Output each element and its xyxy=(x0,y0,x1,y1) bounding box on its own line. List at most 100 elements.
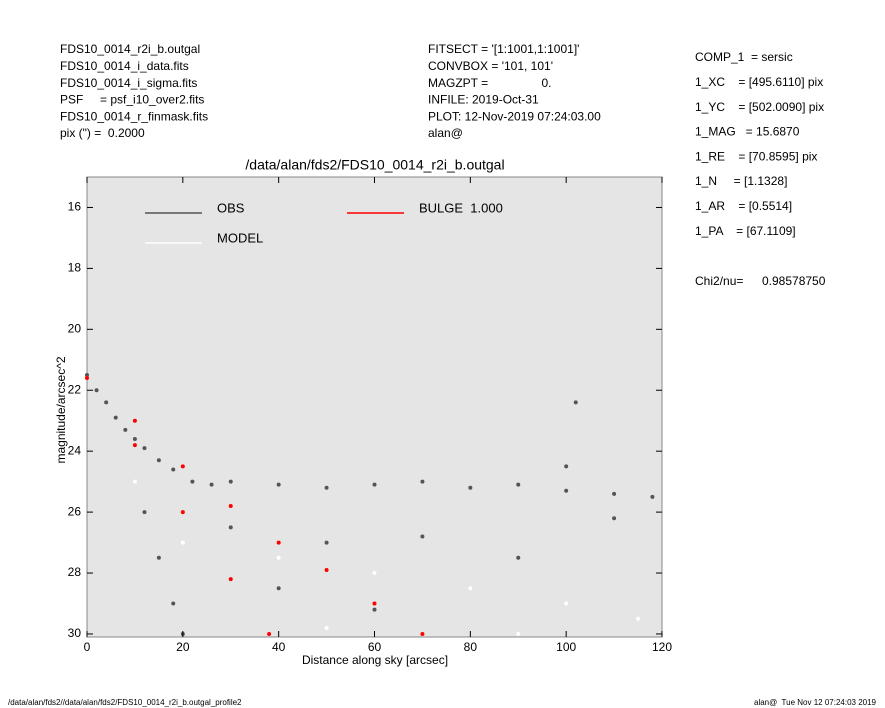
data-point xyxy=(142,510,147,515)
parameter-line: 1_PA = [67.1109] xyxy=(695,224,796,238)
data-point xyxy=(228,525,233,530)
data-point xyxy=(209,482,214,487)
data-point xyxy=(113,415,118,420)
data-point xyxy=(171,601,176,606)
x-tick-label: 80 xyxy=(464,640,478,654)
data-point xyxy=(516,555,521,560)
data-point xyxy=(516,631,521,636)
x-tick-label: 100 xyxy=(556,640,576,654)
header-center-line: alan@ xyxy=(428,126,463,140)
chart-title: /data/alan/fds2/FDS10_0014_r2i_b.outgal xyxy=(245,157,504,173)
data-point xyxy=(324,485,329,490)
header-center-line: CONVBOX = '101, 101' xyxy=(428,59,553,73)
header-center-line: FITSECT = '[1:1001,1:1001]' xyxy=(428,42,579,56)
header-left-line: pix (") = 0.2000 xyxy=(60,126,145,140)
y-tick-label: 22 xyxy=(68,382,82,396)
x-tick-label: 20 xyxy=(176,640,190,654)
data-point xyxy=(123,427,128,432)
parameter-line: 1_XC = [495.6110] pix xyxy=(695,75,823,89)
data-point xyxy=(372,607,377,612)
data-point xyxy=(372,571,377,576)
chi2-value: 0.98578750 xyxy=(762,274,826,288)
data-point xyxy=(564,488,569,493)
data-point xyxy=(324,540,329,545)
plot-area xyxy=(86,176,663,638)
data-point xyxy=(132,418,137,423)
legend-label: MODEL xyxy=(217,230,263,245)
parameter-line: 1_RE = [70.8595] pix xyxy=(695,149,817,163)
data-point xyxy=(228,504,233,509)
y-tick-label: 20 xyxy=(68,321,82,335)
data-point xyxy=(372,601,377,606)
data-point xyxy=(276,586,281,591)
y-tick-label: 16 xyxy=(68,200,82,214)
x-tick-label: 60 xyxy=(368,640,382,654)
data-point xyxy=(276,540,281,545)
data-point xyxy=(171,467,176,472)
header-center-line: MAGZPT = 0. xyxy=(428,76,551,90)
header-left-line: FDS10_0014_r2i_b.outgal xyxy=(60,42,200,56)
data-point xyxy=(142,446,147,451)
data-point xyxy=(564,464,569,469)
data-point xyxy=(132,436,137,441)
parameter-line: 1_YC = [502.0090] pix xyxy=(695,100,824,114)
parameter-line: 1_MAG = 15.6870 xyxy=(695,125,800,139)
data-point xyxy=(156,458,161,463)
data-point xyxy=(650,494,655,499)
data-point xyxy=(324,625,329,630)
footer-left: /data/alan/fds2//data/alan/fds2/FDS10_00… xyxy=(8,698,242,707)
data-point xyxy=(228,577,233,582)
x-tick-label: 0 xyxy=(84,640,91,654)
data-point xyxy=(420,534,425,539)
data-point xyxy=(573,400,578,405)
data-point xyxy=(636,616,641,621)
data-point xyxy=(612,491,617,496)
data-point xyxy=(104,400,109,405)
footer-right: alan@ Tue Nov 12 07:24:03 2019 xyxy=(754,698,877,707)
header-left-line: PSF = psf_i10_over2.fits xyxy=(60,93,204,107)
chi2-label: Chi2/nu= xyxy=(695,274,743,288)
data-point xyxy=(180,464,185,469)
data-point xyxy=(276,482,281,487)
data-point xyxy=(94,388,99,393)
data-point xyxy=(324,567,329,572)
data-point xyxy=(468,485,473,490)
parameter-line: COMP_1 = sersic xyxy=(695,50,793,64)
header-center-line: INFILE: 2019-Oct-31 xyxy=(428,93,539,107)
data-point xyxy=(132,479,137,484)
parameter-line: 1_AR = [0.5514] xyxy=(695,199,792,213)
data-point xyxy=(85,376,89,381)
legend-label: BULGE 1.000 xyxy=(419,200,503,215)
data-point xyxy=(420,479,425,484)
data-point xyxy=(420,631,425,636)
data-point xyxy=(156,555,161,560)
legend-label: OBS xyxy=(217,200,245,215)
header-center-line: PLOT: 12-Nov-2019 07:24:03.00 xyxy=(428,109,601,123)
header-left-line: FDS10_0014_i_sigma.fits xyxy=(60,76,197,90)
data-point xyxy=(516,482,521,487)
data-point xyxy=(180,540,185,545)
y-tick-label: 26 xyxy=(68,504,82,518)
header-left-line: FDS10_0014_i_data.fits xyxy=(60,59,189,73)
x-tick-label: 40 xyxy=(272,640,286,654)
data-point xyxy=(180,510,185,515)
data-point xyxy=(228,479,233,484)
x-tick-label: 120 xyxy=(652,640,672,654)
y-tick-label: 30 xyxy=(68,626,82,640)
parameter-line: 1_N = [1.1328] xyxy=(695,174,787,188)
data-point xyxy=(372,482,377,487)
header-left-line: FDS10_0014_r_finmask.fits xyxy=(60,109,208,123)
data-point xyxy=(85,373,89,378)
data-point xyxy=(267,631,272,636)
y-tick-label: 28 xyxy=(68,565,82,579)
data-point xyxy=(612,516,617,521)
data-point xyxy=(132,443,137,448)
data-point xyxy=(564,601,569,606)
y-tick-label: 24 xyxy=(68,443,82,457)
data-point xyxy=(190,479,195,484)
x-axis-label: Distance along sky [arcsec] xyxy=(302,653,448,667)
y-axis-label: magnitude/arcsec^2 xyxy=(54,356,68,463)
y-tick-label: 18 xyxy=(68,261,82,275)
